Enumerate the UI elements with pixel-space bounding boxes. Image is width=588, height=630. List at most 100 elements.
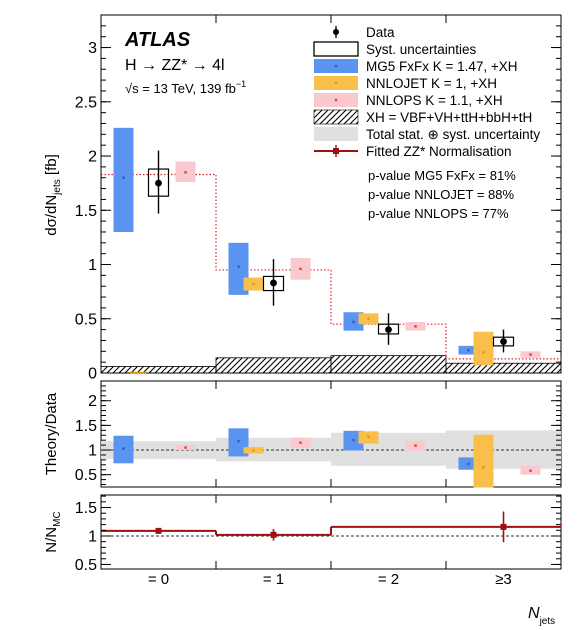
main-panel-marks <box>100 127 562 374</box>
xh-hatched-bin <box>100 366 217 374</box>
legend-label: Total stat. ⊕ syst. uncertainty <box>366 127 540 142</box>
p-value-text: p-value MG5 FxFx = 81% <box>368 168 516 183</box>
legend-entry-xh: XH = VBF+VH+ttH+bbH+tH <box>313 109 532 125</box>
legend: Data Syst. uncertainties MG5 FxFx K = 1.47… <box>313 25 540 159</box>
energy-label: √s = 13 TeV, 139 fb−1 <box>125 79 246 96</box>
legend-entry-nnlojet: NNLOJET K = 1, +XH <box>314 76 497 91</box>
y-tick-label-main: 1 <box>88 257 97 274</box>
y-tick-label-main: 3 <box>88 40 97 57</box>
xh-hatched-bin <box>445 362 562 374</box>
mg5-point <box>467 349 470 352</box>
energy-text: √s = 13 TeV, 139 fb <box>125 81 236 96</box>
y-axis-label-cross-section: dσ/dNjets [fb] <box>43 154 63 236</box>
nnlojet-ratio-point <box>482 466 485 469</box>
mg5-ratio-point <box>237 439 240 443</box>
process-label: H → ZZ* → 4l <box>125 57 225 74</box>
lumi-exponent: −1 <box>236 79 246 89</box>
nnlops-point <box>529 353 532 356</box>
legend-entry-mg5: MG5 FxFx K = 1.47, +XH <box>314 59 518 74</box>
legend-entry-nnlops: NNLOPS K = 1.1, +XH <box>314 93 503 108</box>
legend-label: Data <box>366 25 395 40</box>
nnlops-point <box>414 325 417 328</box>
xh-hatched-bin <box>330 355 447 374</box>
legend-total-band <box>314 127 358 141</box>
y-tick-label-norm: 1.5 <box>75 500 97 517</box>
legend-label: NNLOJET K = 1, +XH <box>366 76 497 91</box>
nnlops-ratio-point <box>299 441 302 444</box>
y-label-norm-sub: MC <box>52 511 63 527</box>
y-axis-label-theory-data: Theory/Data <box>43 392 60 475</box>
axis-ticks: 0 0.5 1 1.5 2 2.5 3 0.5 1 1.5 2 0.5 1 1.5 = 0 = 1 = 2 ≥3 <box>75 14 561 588</box>
y-label-main-sub: jets <box>52 179 63 196</box>
fit-point <box>500 523 507 530</box>
legend-data-marker <box>333 29 339 35</box>
data-point <box>500 338 507 345</box>
atlas-label: ATLAS <box>124 29 191 51</box>
y-tick-label-ratio: 1 <box>88 443 97 460</box>
nnlops-ratio-point <box>184 446 187 449</box>
ratio-panel-marks <box>101 428 561 488</box>
p-value-text: p-value NNLOPS = 77% <box>368 206 509 221</box>
legend-entry-data: Data <box>333 25 395 40</box>
legend-entry-syst: Syst. uncertainties <box>313 41 477 57</box>
x-category-label: ≥3 <box>495 571 512 588</box>
legend-fit-marker <box>333 148 339 154</box>
nnlojet-band <box>473 331 494 366</box>
xh-hatched-bin <box>215 357 332 374</box>
legend-syst-box <box>313 41 359 57</box>
legend-nnlojet-point <box>334 81 338 85</box>
legend-label: MG5 FxFx K = 1.47, +XH <box>366 59 518 74</box>
y-tick-label-main: 2.5 <box>75 94 97 111</box>
p-value-text: p-value NNLOJET = 88% <box>368 187 515 202</box>
mg5-point <box>237 265 240 268</box>
nnlojet-point <box>252 282 255 286</box>
nnlojet-ratio-point <box>367 435 370 438</box>
x-category-label: = 1 <box>263 571 284 588</box>
mg5-point <box>122 176 125 179</box>
x-axis-label: Njets <box>528 605 555 627</box>
y-label-norm-text: N/N <box>43 527 60 553</box>
legend-entry-fit: Fitted ZZ* Normalisation <box>314 144 512 159</box>
y-tick-label-main: 0.5 <box>75 311 97 328</box>
fit-point <box>270 531 277 538</box>
nnlojet-ratio-point <box>252 449 255 452</box>
nnlops-ratio-point <box>414 444 417 447</box>
mg5-ratio-point <box>352 438 355 442</box>
nnlojet-point <box>367 317 370 320</box>
y-tick-label-norm: 1 <box>88 528 97 545</box>
norm-panel-marks <box>101 511 561 543</box>
legend-mg5-point <box>334 64 338 68</box>
y-axis-label-normalisation: N/NMC <box>43 511 63 552</box>
mg5-point <box>352 320 355 324</box>
x-label-text: N <box>528 605 540 622</box>
p-value-box: p-value MG5 FxFx = 81% p-value NNLOJET = … <box>368 168 516 221</box>
y-tick-label-main: 1.5 <box>75 203 97 220</box>
legend-label: Syst. uncertainties <box>366 42 477 57</box>
legend-entry-total: Total stat. ⊕ syst. uncertainty <box>314 127 540 142</box>
legend-label: NNLOPS K = 1.1, +XH <box>366 93 503 108</box>
legend-label: XH = VBF+VH+ttH+bbH+tH <box>366 110 532 125</box>
x-category-label: = 2 <box>378 571 399 588</box>
y-tick-label-main: 2 <box>88 149 97 166</box>
x-label-sub: jets <box>539 616 556 627</box>
y-tick-label-ratio: 2 <box>88 393 97 410</box>
legend-nnlops-point <box>334 98 338 102</box>
y-tick-label-ratio: 1.5 <box>75 418 97 435</box>
legend-label: Fitted ZZ* Normalisation <box>366 144 512 159</box>
nnlops-dotted-step <box>101 173 561 360</box>
y-tick-label-norm: 0.5 <box>75 557 97 574</box>
nnlojet-ratio-band <box>473 434 494 488</box>
nnlojet-point <box>482 351 485 354</box>
y-tick-label-main: 0 <box>88 366 97 383</box>
data-point <box>385 326 392 334</box>
nnlops-ratio-point <box>529 469 532 472</box>
y-tick-label-ratio: 0.5 <box>75 467 97 484</box>
y-label-main-unit: [fb] <box>43 154 60 179</box>
data-point <box>155 179 162 187</box>
nnlops-point <box>299 267 302 271</box>
x-category-label: = 0 <box>148 571 169 588</box>
nnlops-point <box>184 171 187 174</box>
data-point <box>270 279 277 287</box>
legend-xh-hatch <box>313 109 359 125</box>
